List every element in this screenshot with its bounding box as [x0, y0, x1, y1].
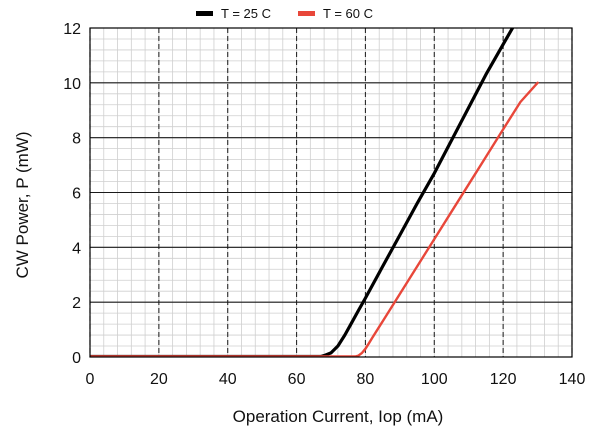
series-line-2: [90, 81, 539, 357]
series-layer: [90, 28, 539, 357]
x-tick-label: 0: [86, 371, 95, 388]
x-tick-label: 100: [421, 371, 448, 388]
x-axis-title: Operation Current, Iop (mA): [233, 407, 444, 426]
x-tick-label: 120: [490, 371, 517, 388]
y-tick-label: 8: [72, 131, 81, 148]
legend: T = 25 C T = 60 C: [196, 6, 373, 21]
legend-swatch-2: [298, 11, 315, 16]
x-tick-label: 20: [150, 371, 168, 388]
x-tick-label: 140: [559, 371, 586, 388]
y-tick-label: 2: [72, 295, 81, 312]
legend-label-1: T = 25 C: [221, 6, 271, 21]
legend-swatch-1: [196, 11, 213, 16]
y-tick-label: 12: [63, 21, 81, 38]
y-tick-label: 0: [72, 350, 81, 367]
y-tick-label: 4: [72, 240, 81, 257]
y-tick-label: 6: [72, 186, 81, 203]
major-grid: [89, 27, 573, 358]
x-tick-label: 40: [219, 371, 237, 388]
y-tick-labels: 0 2 4 6 8 10 12: [63, 21, 81, 367]
legend-label-2: T = 60 C: [323, 6, 373, 21]
x-tick-label: 80: [357, 371, 375, 388]
x-tick-labels: 0 20 40 60 80 100 120 140: [86, 371, 586, 388]
plot-frame: [89, 27, 573, 358]
y-tick-label: 10: [63, 76, 81, 93]
series-line-1: [90, 28, 515, 357]
y-axis-title: CW Power, P (mW): [13, 131, 32, 278]
x-tick-label: 60: [288, 371, 306, 388]
